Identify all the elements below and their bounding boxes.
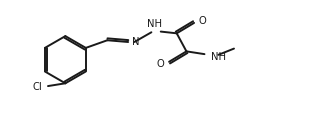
Text: N: N: [131, 37, 139, 47]
Text: NH: NH: [147, 19, 162, 30]
Text: NH: NH: [211, 52, 226, 62]
Text: Cl: Cl: [32, 82, 42, 92]
Text: O: O: [156, 59, 164, 69]
Text: O: O: [199, 16, 207, 26]
